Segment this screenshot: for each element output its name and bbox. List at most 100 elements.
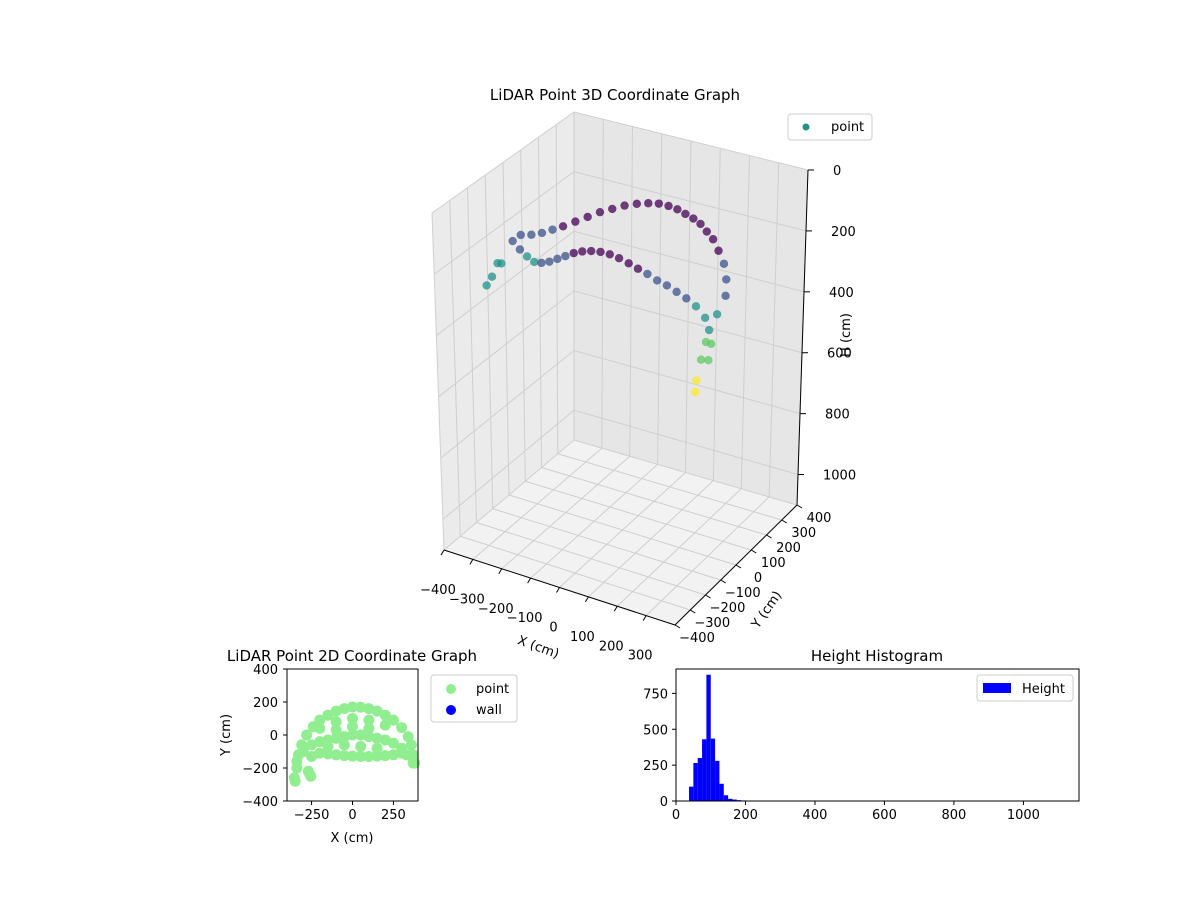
point2d-point [330,749,342,761]
legend-3d-label: point [831,120,864,135]
y3d-tick-label: 100 [761,556,786,571]
point3d [714,246,723,255]
point3d [654,199,664,208]
point3d [487,272,497,281]
point2d-point [322,741,334,753]
point2d-point [379,709,391,721]
x3d-tick [556,587,560,593]
point3d [643,269,652,279]
x3d-tick-label: −300 [449,592,485,607]
point2d-point [363,750,375,762]
x3d-tick-label: −100 [507,611,543,626]
point2d-point [355,741,367,753]
point3d [701,337,711,347]
point2d-point [297,746,309,757]
grid3d-h-line [436,230,805,336]
point3d [708,235,718,244]
hist-bars [689,674,746,801]
x3d-axis-label: X (cm) [515,633,561,662]
point3d [571,217,580,226]
y3d-tick-label: 400 [807,511,832,526]
x3d-tick-label: 100 [570,630,595,645]
point3d [515,245,525,254]
point2d-point [338,750,350,762]
z3d-axis-line [796,169,809,506]
legend-hist-box [976,674,1074,702]
z3d-tick-label: 0 [833,164,841,179]
y2d-tick-label: 400 [253,663,278,678]
hist-bar [706,674,711,801]
z3d-tick-label: 600 [827,347,852,362]
x2d-tick-label: −250 [294,808,330,823]
hist-ticks: 0 200 400 600 800 1000 0 250 500 750 [643,687,1040,823]
z3d-tick-label: 1000 [823,469,856,484]
hist-bar [723,795,729,801]
point2d-point [396,747,408,759]
y3d-tick [674,624,681,629]
grid3d-floor-y-line [492,508,721,581]
point3d [673,205,682,214]
point3d [652,276,662,285]
x2d-tick-label: 250 [381,808,406,823]
legend-2d: point wall [430,674,518,723]
point2d-point [387,749,399,761]
hist-bar [702,739,707,801]
grid3d-floor-y-line [476,522,706,596]
point3d [578,247,587,256]
point2d-point [405,739,417,751]
pane-left [432,112,574,550]
hist-y-tick-label: 750 [643,687,668,702]
grid3d-back-x-line [740,155,750,489]
x3d-tick [642,615,647,621]
legend-2d-marker-wall [446,705,456,715]
y3d-tick [735,564,742,569]
point3d [633,264,643,273]
point3d [704,355,713,365]
point3d [595,207,605,217]
point2d-point [347,701,358,713]
x3d-tick [469,559,474,565]
point3d [545,257,554,266]
pane-back [574,112,808,505]
chart2d-title: LiDAR Point 2D Coordinate Graph [227,647,477,665]
point3d [702,227,711,236]
point3d [722,275,731,284]
point3d [553,254,562,264]
hist-bar [689,786,694,801]
grid3d-floor-y-line [557,453,782,521]
point2d-point [347,729,358,741]
grid3d-h-line [442,409,799,520]
legend-2d-label-point: point [476,682,509,697]
point3d [691,302,701,311]
y3d-tick [766,534,772,539]
point3d [614,253,624,263]
hist-x-tick-label: 800 [942,808,967,823]
x3d-tick-label: −200 [478,602,514,617]
x2d-tick-label: 0 [348,808,356,823]
legend-3d-box [787,113,873,141]
y3d-tick [750,549,757,554]
point3d [527,230,536,239]
point2d-point [402,731,414,743]
grid3d-side-y-line [484,175,494,509]
point2d-point [347,713,358,724]
point3d [696,219,705,229]
grid3d-back-x-line [629,126,633,457]
hist-bar [693,762,698,801]
hist-bar [728,798,733,801]
legend-2d-label-wall: wall [476,703,502,718]
point2d-point [355,750,367,762]
legend-hist: Height [976,674,1074,702]
point2d-point [379,719,391,731]
y3d-tick [781,519,788,524]
point3d [624,259,633,268]
grid3d-back-x-line [601,119,604,449]
point3d [682,294,691,303]
hist-x-tick-label: 400 [803,808,828,823]
x3d-tick [613,605,618,612]
y3d-tick-label: 200 [776,541,801,556]
point2d-point [314,747,326,759]
x3d-tick [584,596,589,603]
chart3d-title: LiDAR Point 3D Coordinate Graph [490,86,740,104]
